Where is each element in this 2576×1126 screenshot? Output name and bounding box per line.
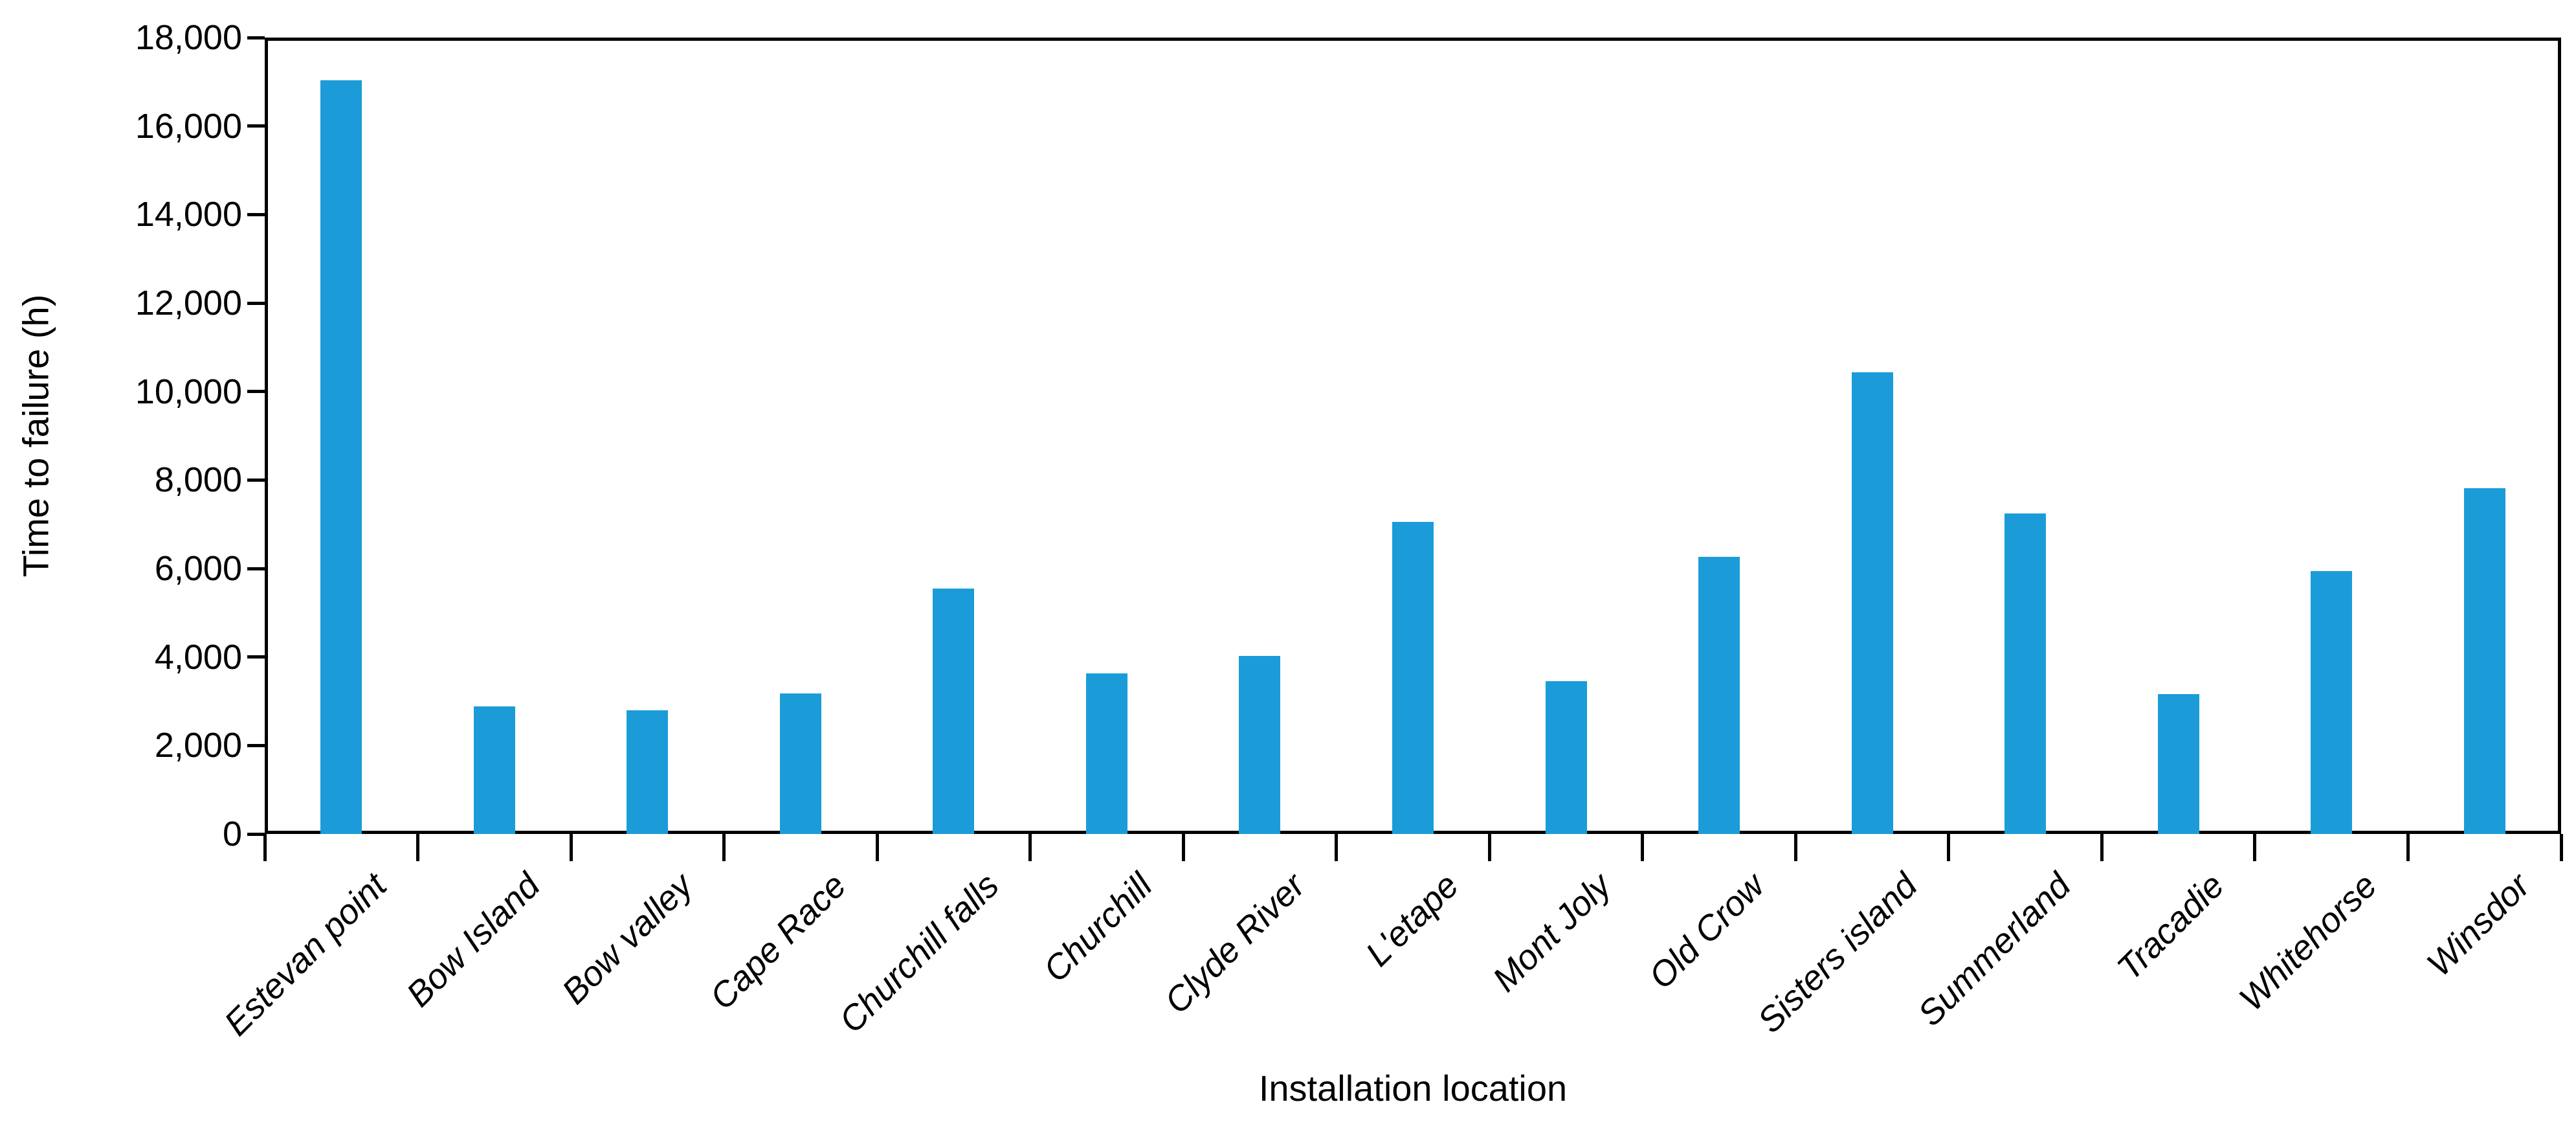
x-axis-title: Installation location — [1258, 1068, 1568, 1109]
x-category-label-mont-joly: Mont Joly — [1485, 866, 1619, 1000]
x-category-label-winsdor: Winsdor — [2419, 866, 2538, 984]
x-tick-mark — [1181, 834, 1185, 861]
x-category-label-sisters-island: Sisters island — [1750, 866, 1926, 1041]
x-tick-mark — [1028, 834, 1032, 861]
bar-mont-joly — [1545, 681, 1587, 834]
x-category-label-cape-race: Cape Race — [702, 866, 854, 1017]
bar-old-crow — [1698, 557, 1740, 834]
x-tick-mark — [1487, 834, 1491, 861]
bar-winsdor — [2463, 488, 2505, 834]
x-category-label-tracadie: Tracadie — [2109, 866, 2232, 988]
x-tick-mark — [1793, 834, 1797, 861]
y-tick-mark — [247, 124, 265, 128]
y-tick-mark — [247, 212, 265, 216]
y-tick-label: 0 — [222, 815, 242, 853]
x-tick-mark — [416, 834, 420, 861]
y-tick-mark — [247, 36, 265, 39]
x-tick-mark — [2559, 834, 2563, 861]
x-tick-mark — [722, 834, 726, 861]
y-tick-label: 8,000 — [154, 460, 242, 500]
x-category-label-clyde-river: Clyde River — [1157, 866, 1313, 1022]
y-tick-label: 14,000 — [135, 195, 242, 234]
y-tick-mark — [247, 832, 265, 836]
x-tick-mark — [1641, 834, 1645, 861]
x-category-label-churchill: Churchill — [1036, 866, 1160, 990]
x-category-label-l-etape: L'etape — [1358, 866, 1466, 974]
x-tick-mark — [569, 834, 573, 861]
bar-sisters-island — [1851, 372, 1893, 834]
bar-l-etape — [1392, 521, 1434, 834]
x-category-label-summerland: Summerland — [1910, 866, 2078, 1034]
y-tick-label: 16,000 — [135, 106, 242, 146]
bar-churchill-falls — [933, 588, 975, 834]
y-tick-mark — [247, 743, 265, 747]
y-axis-title: Time to failure (h) — [15, 294, 56, 578]
x-tick-mark — [2406, 834, 2410, 861]
y-tick-label: 4,000 — [154, 637, 242, 677]
x-category-label-churchill-falls: Churchill falls — [832, 866, 1007, 1041]
x-category-label-old-crow: Old Crow — [1641, 866, 1772, 997]
x-tick-mark — [875, 834, 879, 861]
bar-whitehorse — [2311, 571, 2353, 834]
y-tick-mark — [247, 301, 265, 305]
x-category-label-bow-valley: Bow valley — [555, 866, 701, 1012]
x-category-label-bow-island: Bow Island — [399, 866, 548, 1015]
bar-summerland — [2004, 513, 2047, 834]
bar-tracadie — [2157, 694, 2199, 834]
bar-estevan-point — [320, 80, 362, 834]
x-tick-mark — [2100, 834, 2104, 861]
bar-bow-island — [473, 706, 515, 834]
x-category-label-estevan-point: Estevan point — [217, 866, 395, 1044]
y-tick-mark — [247, 567, 265, 570]
bar-churchill — [1085, 673, 1127, 834]
x-tick-mark — [1335, 834, 1338, 861]
y-tick-mark — [247, 655, 265, 659]
bar-cape-race — [779, 693, 821, 834]
y-tick-label: 6,000 — [154, 549, 242, 588]
x-tick-mark — [263, 834, 267, 861]
y-tick-label: 18,000 — [135, 18, 242, 57]
bar-clyde-river — [1239, 655, 1281, 834]
y-tick-label: 10,000 — [135, 372, 242, 411]
y-tick-label: 2,000 — [154, 726, 242, 765]
y-tick-label: 12,000 — [135, 284, 242, 322]
x-tick-mark — [2253, 834, 2257, 861]
x-tick-mark — [1947, 834, 1951, 861]
x-category-label-whitehorse: Whitehorse — [2232, 866, 2384, 1019]
y-tick-mark — [247, 478, 265, 482]
bar-bow-valley — [627, 710, 669, 834]
y-tick-mark — [247, 390, 265, 394]
